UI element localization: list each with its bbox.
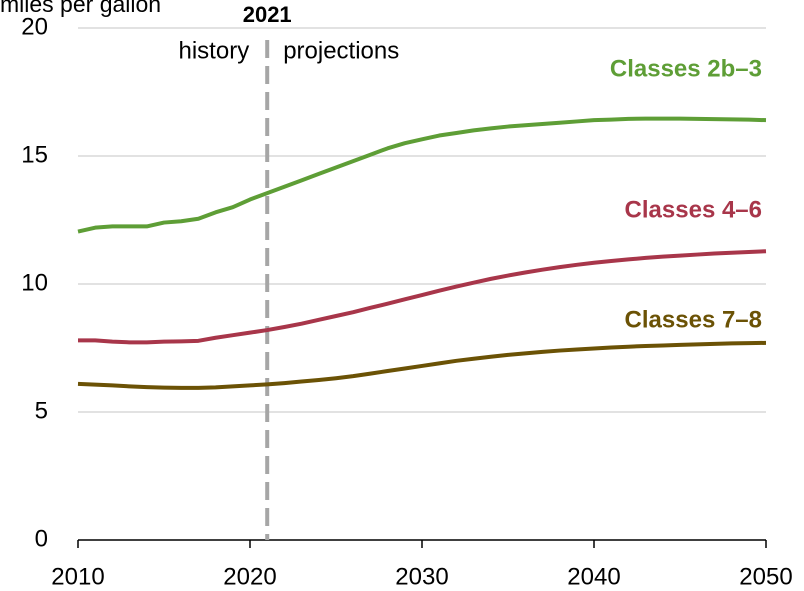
annotation: projections bbox=[283, 37, 399, 64]
series-line bbox=[77, 116, 767, 234]
series-label: Classes 7–8 bbox=[625, 306, 762, 333]
x-tick-label: 2050 bbox=[739, 563, 792, 590]
y-tick-label: 5 bbox=[35, 397, 48, 424]
series-label: Classes 4–6 bbox=[625, 196, 762, 223]
divider-label: 2021 bbox=[243, 2, 292, 27]
x-tick-label: 2030 bbox=[395, 563, 448, 590]
x-tick-label: 2010 bbox=[51, 563, 104, 590]
y-tick-label: 20 bbox=[21, 13, 48, 40]
series-line bbox=[78, 249, 767, 345]
y-axis-label: miles per gallon bbox=[0, 0, 161, 17]
series-line bbox=[77, 340, 767, 390]
y-tick-label: 15 bbox=[21, 141, 48, 168]
series-label: Classes 2b–3 bbox=[610, 55, 762, 82]
x-tick-label: 2040 bbox=[567, 563, 620, 590]
x-tick-label: 2020 bbox=[223, 563, 276, 590]
y-tick-label: 0 bbox=[35, 525, 48, 552]
y-tick-label: 10 bbox=[21, 269, 48, 296]
annotation: history bbox=[179, 37, 250, 64]
